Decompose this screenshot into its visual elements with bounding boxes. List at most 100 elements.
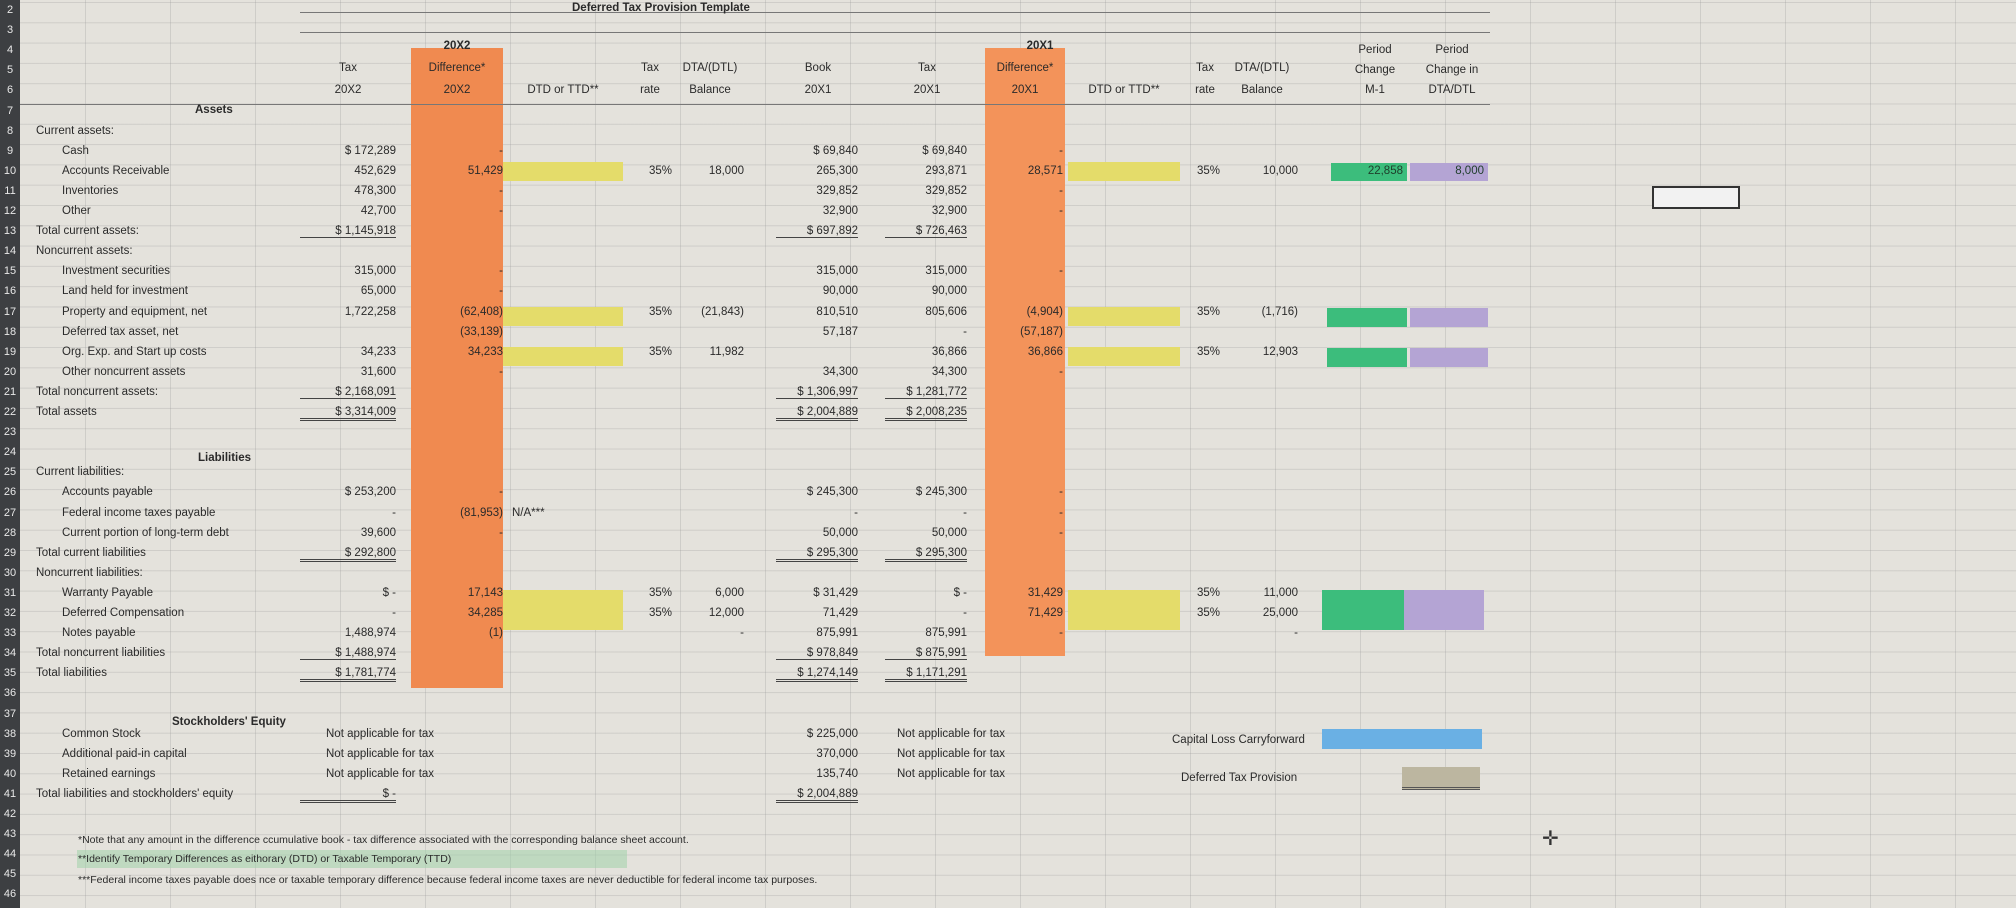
cell-tax20x1[interactable]: - [963, 506, 967, 519]
cell-book20x1[interactable]: $ 31,429 [813, 586, 858, 599]
cell-book20x1[interactable]: $ 2,004,889 [776, 788, 858, 803]
cell-tax20x2[interactable]: 1,488,974 [344, 627, 396, 640]
deferred-provision-cell[interactable] [1402, 767, 1480, 790]
cell-book20x1[interactable]: $ 225,000 [806, 727, 858, 740]
cell-tax20x1[interactable]: 90,000 [931, 285, 967, 298]
row-number[interactable]: 11 [4, 184, 16, 197]
row-number[interactable]: 2 [6, 4, 14, 16]
cell-book20x1[interactable]: 90,000 [822, 285, 858, 298]
cell-diff20x1[interactable]: 36,866 [1027, 345, 1063, 358]
cell-rate1[interactable]: 35% [1196, 586, 1220, 599]
cell-tax20x2[interactable]: $ 253,200 [344, 486, 396, 499]
cell-diff20x2[interactable]: (81,953) [460, 506, 503, 519]
cell-tax20x1[interactable]: 329,852 [925, 184, 967, 197]
cell-tax20x1[interactable]: 315,000 [925, 265, 967, 278]
row-label[interactable]: Current liabilities: [36, 466, 125, 479]
row-label[interactable]: Warranty Payable [62, 586, 153, 599]
cell-dta1[interactable]: - [1294, 627, 1298, 640]
cell-book20x1[interactable]: $ 295,300 [776, 547, 858, 562]
cell-tax20x2[interactable]: 31,600 [360, 365, 396, 378]
cell-diff20x1[interactable]: 31,429 [1027, 586, 1063, 599]
cell-tax20x2[interactable]: $ 1,781,774 [300, 667, 396, 683]
row-number[interactable]: 22 [3, 406, 17, 418]
cell-book20x1[interactable]: 265,300 [816, 164, 858, 177]
cell-book20x1[interactable]: 329,852 [816, 184, 858, 197]
cell-tax20x2[interactable]: $ - [300, 788, 396, 803]
cell-tax20x1[interactable]: 293,871 [925, 164, 967, 177]
row-number[interactable]: 15 [3, 265, 17, 278]
row-number[interactable]: 18 [3, 325, 17, 338]
cell-tax1_text[interactable]: Not applicable for tax [897, 767, 1006, 780]
cell-tax20x1[interactable]: 36,866 [931, 345, 967, 358]
row-number[interactable]: 42 [3, 808, 17, 820]
row-number[interactable]: 46 [3, 888, 17, 901]
cell-tax20x1[interactable]: 34,300 [931, 365, 967, 378]
dta-change-cell-warranty[interactable] [1404, 590, 1484, 630]
m1-cell-ar[interactable] [1331, 163, 1407, 181]
cell-diff20x1[interactable]: - [1059, 265, 1063, 278]
row-number[interactable]: 37 [3, 707, 17, 720]
row-number[interactable]: 44 [3, 848, 17, 861]
capital-loss-cell[interactable] [1322, 729, 1482, 749]
cell-book20x1[interactable]: $ 1,274,149 [776, 667, 858, 683]
cell-book20x1[interactable]: $ 2,004,889 [776, 406, 858, 421]
cell-dta1[interactable]: 12,903 [1262, 345, 1298, 358]
dtd-cell-org-20x1[interactable] [1068, 347, 1180, 366]
cell-dta2[interactable]: 6,000 [715, 586, 744, 599]
selected-cell[interactable] [1652, 186, 1740, 209]
row-number[interactable]: 4 [6, 44, 14, 57]
dtd-cell-warranty-20x1[interactable] [1068, 590, 1180, 630]
cell-tax20x2[interactable]: $ 1,488,974 [300, 647, 396, 661]
cell-tax20x2[interactable]: $ 172,289 [344, 144, 396, 157]
row-number[interactable]: 13 [3, 225, 17, 238]
row-number[interactable]: 38 [3, 727, 17, 740]
row-label[interactable]: Total current assets: [36, 225, 139, 238]
row-number[interactable]: 23 [3, 426, 17, 439]
row-number[interactable]: 45 [3, 868, 17, 881]
row-number[interactable]: 33 [3, 627, 17, 640]
cell-tax1_text[interactable]: Not applicable for tax [897, 727, 1006, 740]
cell-tax20x1[interactable]: 32,900 [931, 205, 967, 217]
cell-na[interactable]: N/A*** [512, 506, 545, 519]
row-number[interactable]: 35 [3, 667, 17, 680]
cell-tax20x1[interactable]: - [963, 325, 967, 338]
cell-dta1[interactable]: 11,000 [1263, 586, 1298, 599]
cell-dta2[interactable]: (21,843) [701, 305, 744, 318]
row-label[interactable]: Notes payable [62, 627, 136, 640]
row-number[interactable]: 16 [3, 285, 17, 298]
row-label[interactable]: Additional paid-in capital [62, 747, 187, 760]
cell-book20x1[interactable]: 71,429 [822, 607, 858, 619]
cell-book20x1[interactable]: 875,991 [816, 627, 858, 640]
cell-tax20x2[interactable]: 42,700 [360, 205, 396, 217]
cell-diff20x2[interactable]: - [499, 184, 503, 197]
dta-change-cell-ar[interactable] [1410, 163, 1488, 181]
cell-diff20x1[interactable]: (57,187) [1020, 325, 1063, 338]
cell-tax_text[interactable]: Not applicable for tax [326, 767, 435, 780]
cell-dta1[interactable]: 25,000 [1262, 607, 1298, 619]
row-label[interactable]: Other [62, 205, 91, 217]
cell-rate2[interactable]: 35% [648, 586, 672, 599]
row-label[interactable]: Retained earnings [62, 767, 156, 780]
cell-tax20x2[interactable]: $ 292,800 [300, 547, 396, 562]
cell-tax20x1[interactable]: 50,000 [931, 526, 967, 539]
cell-tax20x1[interactable]: 805,606 [925, 305, 967, 318]
row-number[interactable]: 24 [3, 446, 17, 459]
cell-tax20x1[interactable]: $ 726,463 [885, 225, 967, 239]
cell-dta1[interactable]: (1,716) [1261, 305, 1298, 318]
row-number[interactable]: 14 [3, 245, 17, 258]
cell-tax20x1[interactable]: $ - [953, 586, 967, 599]
row-number[interactable]: 43 [3, 828, 17, 841]
row-label[interactable]: Accounts payable [62, 486, 153, 499]
cell-tax20x1[interactable]: $ 1,281,772 [885, 386, 967, 399]
row-number[interactable]: 12 [3, 205, 17, 217]
cell-book20x1[interactable]: $ 1,306,997 [776, 386, 858, 399]
row-label[interactable]: Current assets: [36, 124, 114, 137]
cell-tax20x2[interactable]: 39,600 [360, 526, 396, 539]
row-label[interactable]: Total liabilities and stockholders' equi… [36, 787, 234, 800]
row-label[interactable]: Total liabilities [36, 667, 107, 680]
cell-tax20x2[interactable]: $ 3,314,009 [300, 406, 396, 421]
cell-rate2[interactable]: 35% [648, 607, 672, 619]
cell-rate2[interactable]: 35% [648, 164, 672, 177]
cell-diff20x1[interactable]: (4,904) [1026, 305, 1063, 318]
dtd-cell-ppe-20x1[interactable] [1068, 307, 1180, 326]
